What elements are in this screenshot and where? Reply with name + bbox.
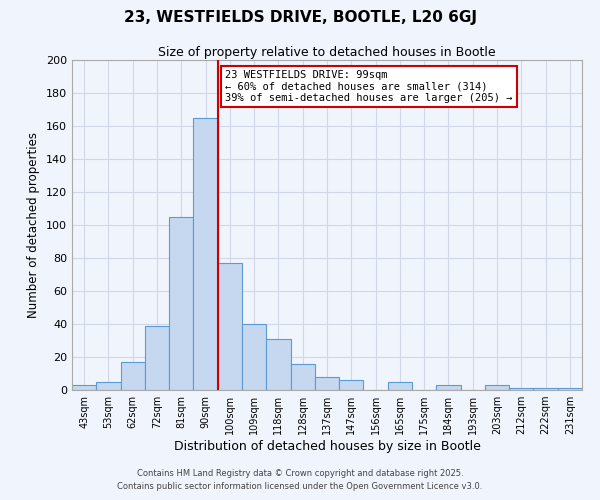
X-axis label: Distribution of detached houses by size in Bootle: Distribution of detached houses by size … (173, 440, 481, 453)
Bar (339, 380, 364, 390)
Bar (96, 382, 121, 390)
Text: 23 WESTFIELDS DRIVE: 99sqm
← 60% of detached houses are smaller (314)
39% of sem: 23 WESTFIELDS DRIVE: 99sqm ← 60% of deta… (225, 70, 512, 103)
Bar (509, 388, 533, 390)
Bar (169, 217, 193, 390)
Bar (242, 324, 266, 390)
Bar (558, 388, 582, 390)
Text: 23, WESTFIELDS DRIVE, BOOTLE, L20 6GJ: 23, WESTFIELDS DRIVE, BOOTLE, L20 6GJ (124, 10, 476, 25)
Y-axis label: Number of detached properties: Number of detached properties (28, 132, 40, 318)
Bar (218, 263, 242, 390)
Title: Size of property relative to detached houses in Bootle: Size of property relative to detached ho… (158, 46, 496, 59)
Bar (485, 385, 509, 390)
Bar (266, 339, 290, 390)
Bar (436, 385, 461, 390)
Bar (145, 326, 169, 390)
Bar (72, 385, 96, 390)
Text: Contains HM Land Registry data © Crown copyright and database right 2025.
Contai: Contains HM Land Registry data © Crown c… (118, 469, 482, 491)
Bar (290, 364, 315, 390)
Bar (315, 377, 339, 390)
Bar (121, 362, 145, 390)
Bar (533, 388, 558, 390)
Bar (193, 118, 218, 390)
Bar (388, 382, 412, 390)
